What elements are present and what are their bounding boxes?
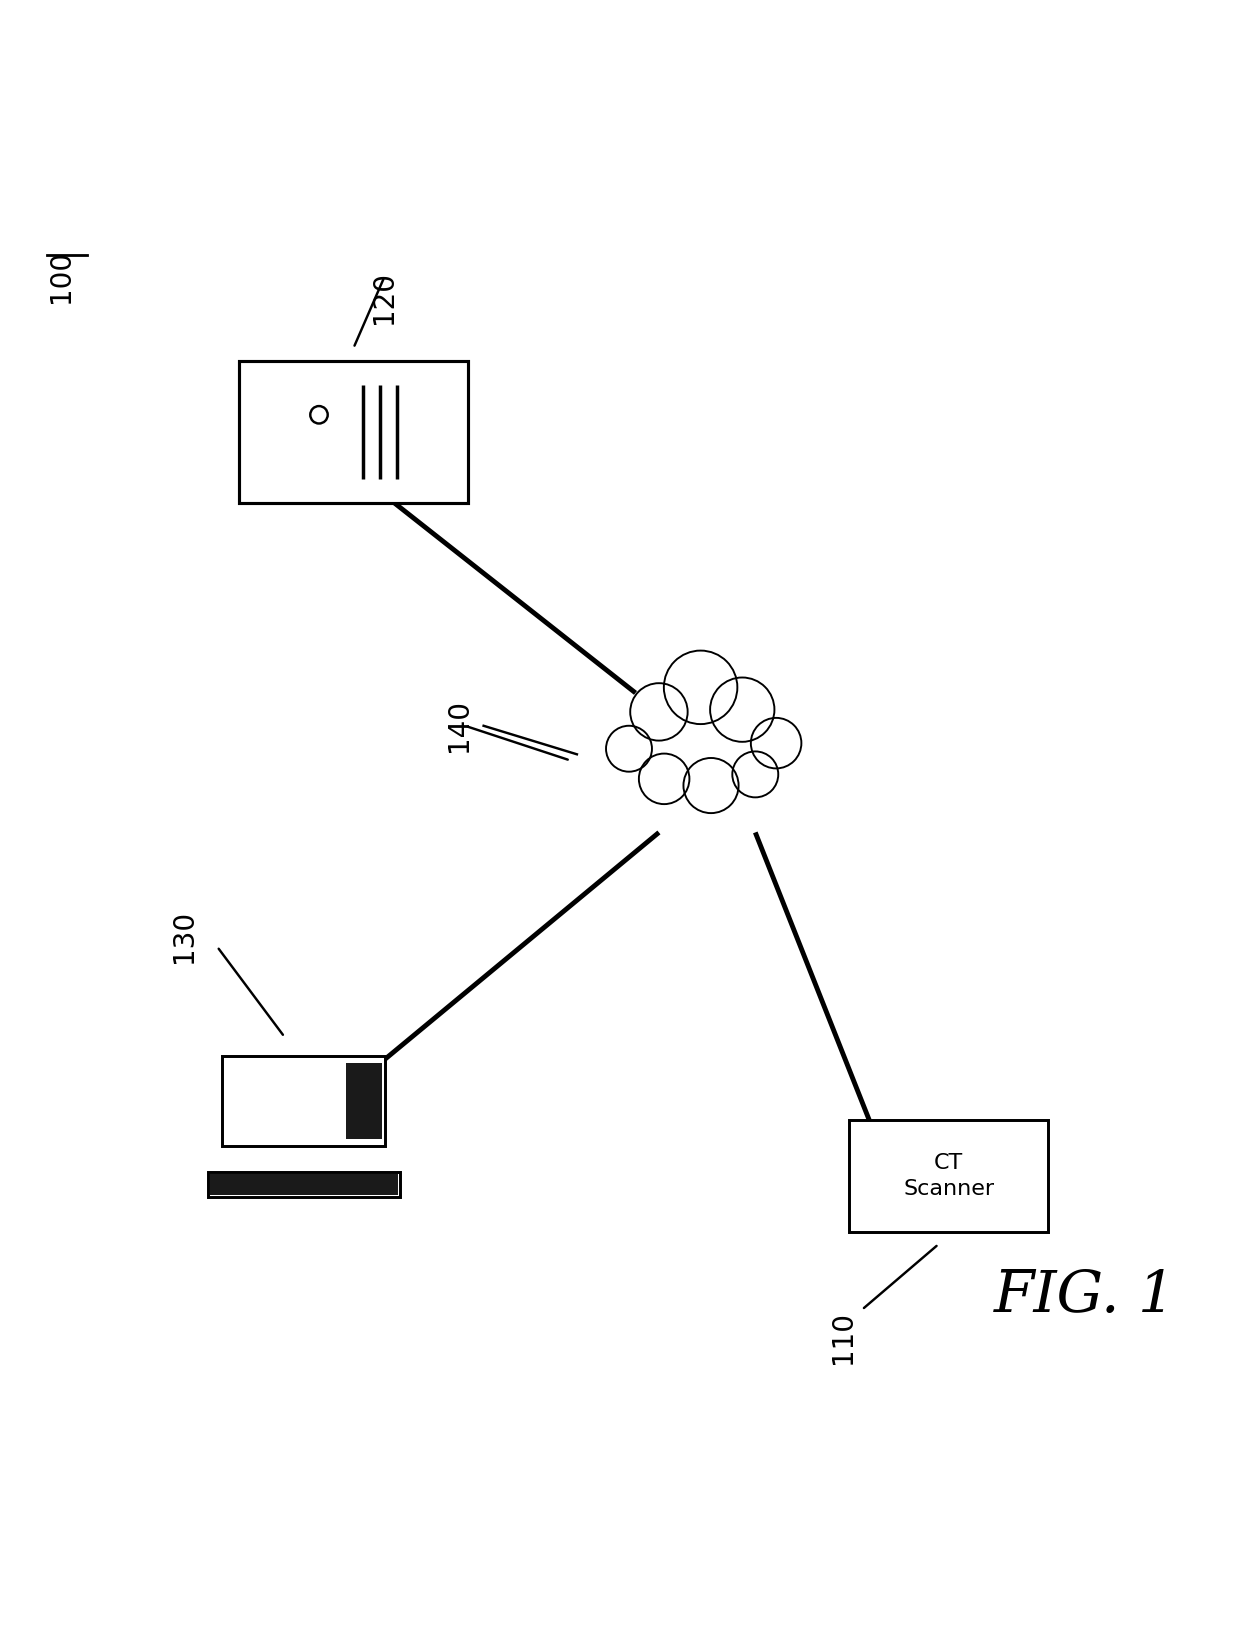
Text: 140: 140 bbox=[445, 699, 472, 752]
Text: 110: 110 bbox=[830, 1311, 857, 1364]
Bar bbox=[238, 360, 467, 503]
Text: FIG. 1: FIG. 1 bbox=[994, 1268, 1176, 1324]
Bar bbox=[210, 1175, 398, 1194]
Text: 130: 130 bbox=[170, 910, 197, 962]
Text: CT
Scanner: CT Scanner bbox=[903, 1153, 994, 1199]
Bar bbox=[207, 1173, 399, 1196]
Text: 120: 120 bbox=[371, 271, 398, 324]
Bar bbox=[849, 1120, 1048, 1232]
Bar bbox=[346, 1063, 382, 1140]
Text: 100: 100 bbox=[47, 250, 76, 303]
Bar bbox=[222, 1056, 386, 1147]
